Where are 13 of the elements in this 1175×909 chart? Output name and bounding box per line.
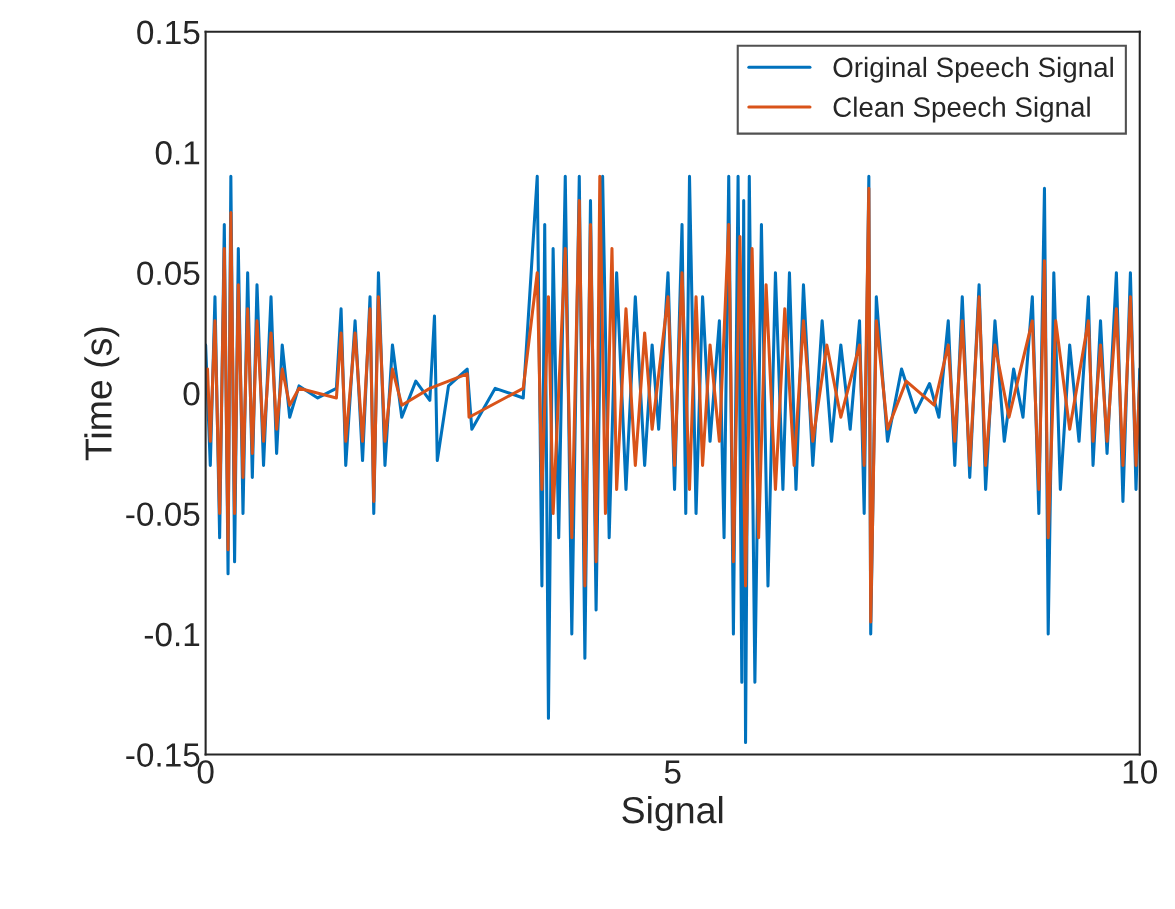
x-tick-label: 10 (1123, 760, 1157, 784)
y-axis-title: Time (s) (84, 327, 120, 461)
y-tick-label: 0.1 (155, 141, 200, 165)
x-axis-title: Signal (622, 795, 723, 831)
y-tick-label: 0 (183, 381, 200, 406)
y-tick-label: 0.15 (137, 20, 200, 45)
y-tick-label: -0.1 (144, 622, 200, 647)
y-tick-label: 0.05 (137, 261, 200, 286)
x-tick-label: 5 (664, 760, 681, 784)
line-series (205, 174, 1140, 624)
legend-label: Original Speech Signal (833, 56, 1113, 83)
y-tick-label: -0.05 (126, 502, 200, 526)
legend-label: Clean Speech Signal (833, 96, 1090, 123)
